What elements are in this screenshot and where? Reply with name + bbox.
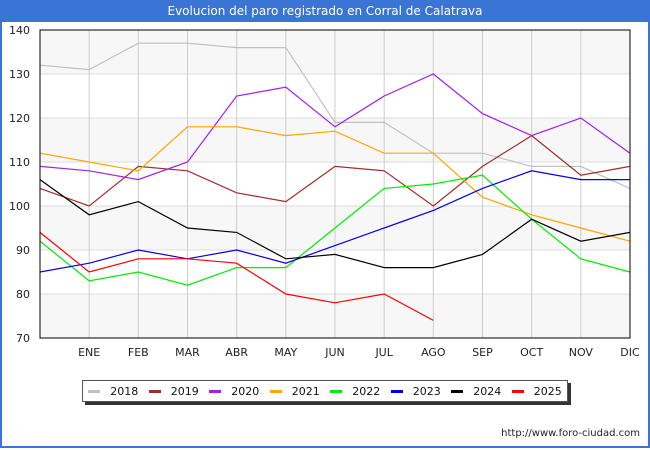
legend: 2018 2019 2020 2021 2022 2023 2024 2025 — [82, 380, 568, 402]
y-tick-label: 140 — [9, 24, 30, 37]
y-tick-label: 90 — [16, 244, 30, 257]
x-tick-label: MAY — [274, 346, 297, 359]
legend-label: 2024 — [473, 384, 502, 398]
series-line-2025 — [39, 231, 434, 321]
plot-border — [39, 29, 631, 339]
legend-item-2019: 2019 — [148, 384, 199, 398]
x-tick-label: FEB — [128, 346, 149, 359]
legend-swatch — [511, 389, 524, 393]
legend-swatch — [209, 389, 222, 393]
series-line-2018 — [39, 42, 631, 189]
x-tick-label: NOV — [569, 346, 594, 359]
legend-swatch — [269, 389, 282, 393]
legend-label: 2018 — [110, 384, 139, 398]
x-tick-label: MAR — [175, 346, 200, 359]
legend-swatch — [88, 389, 101, 393]
y-axis-ticks: 70 80 90 100 110 120 130 140 — [9, 24, 30, 345]
y-tick-label: 100 — [9, 200, 30, 213]
series-lines — [39, 42, 631, 321]
legend-item-2023: 2023 — [390, 384, 441, 398]
x-tick-label: ENE — [78, 346, 100, 359]
series-line-2021 — [39, 126, 631, 242]
legend-label: 2023 — [412, 384, 441, 398]
legend-swatch — [451, 389, 464, 393]
legend-item-2021: 2021 — [269, 384, 320, 398]
x-axis-ticks: ENE FEB MAR ABR MAY JUN JUL AGO SEP OCT NOV DIC — [78, 346, 640, 359]
x-tick-label: DIC — [620, 346, 640, 359]
y-tick-label: 70 — [16, 332, 30, 345]
legend-swatch — [148, 389, 161, 393]
x-tick-label: ABR — [225, 346, 248, 359]
legend-label: 2020 — [231, 384, 260, 398]
x-tick-label: SEP — [472, 346, 493, 359]
chart-title: Evolucion del paro registrado en Corral … — [0, 0, 650, 22]
source-url: http://www.foro-ciudad.com — [501, 428, 640, 439]
x-tick-label: OCT — [520, 346, 543, 359]
legend-item-2024: 2024 — [451, 385, 501, 398]
y-tick-label: 130 — [9, 68, 30, 81]
legend-label: 2019 — [170, 384, 199, 398]
legend-label: 2022 — [352, 384, 381, 398]
x-tick-label: JUL — [374, 346, 393, 359]
x-tick-label: JUN — [324, 346, 345, 359]
x-tick-label: AGO — [421, 346, 446, 359]
legend-item-2022: 2022 — [330, 385, 380, 398]
legend-swatch — [330, 389, 343, 393]
series-line-2024 — [39, 179, 631, 269]
y-tick-label: 80 — [16, 288, 30, 301]
legend-item-2020: 2020 — [209, 385, 259, 398]
y-tick-label: 120 — [9, 112, 30, 125]
series-line-2023 — [39, 170, 630, 273]
y-tick-label: 110 — [9, 156, 30, 169]
legend-item-2018: 2018 — [88, 385, 138, 398]
legend-label: 2021 — [291, 384, 320, 398]
legend-item-2025: 2025 — [511, 384, 562, 398]
legend-swatch — [390, 389, 403, 393]
legend-label: 2025 — [533, 384, 562, 398]
series-line-2020 — [39, 73, 631, 181]
